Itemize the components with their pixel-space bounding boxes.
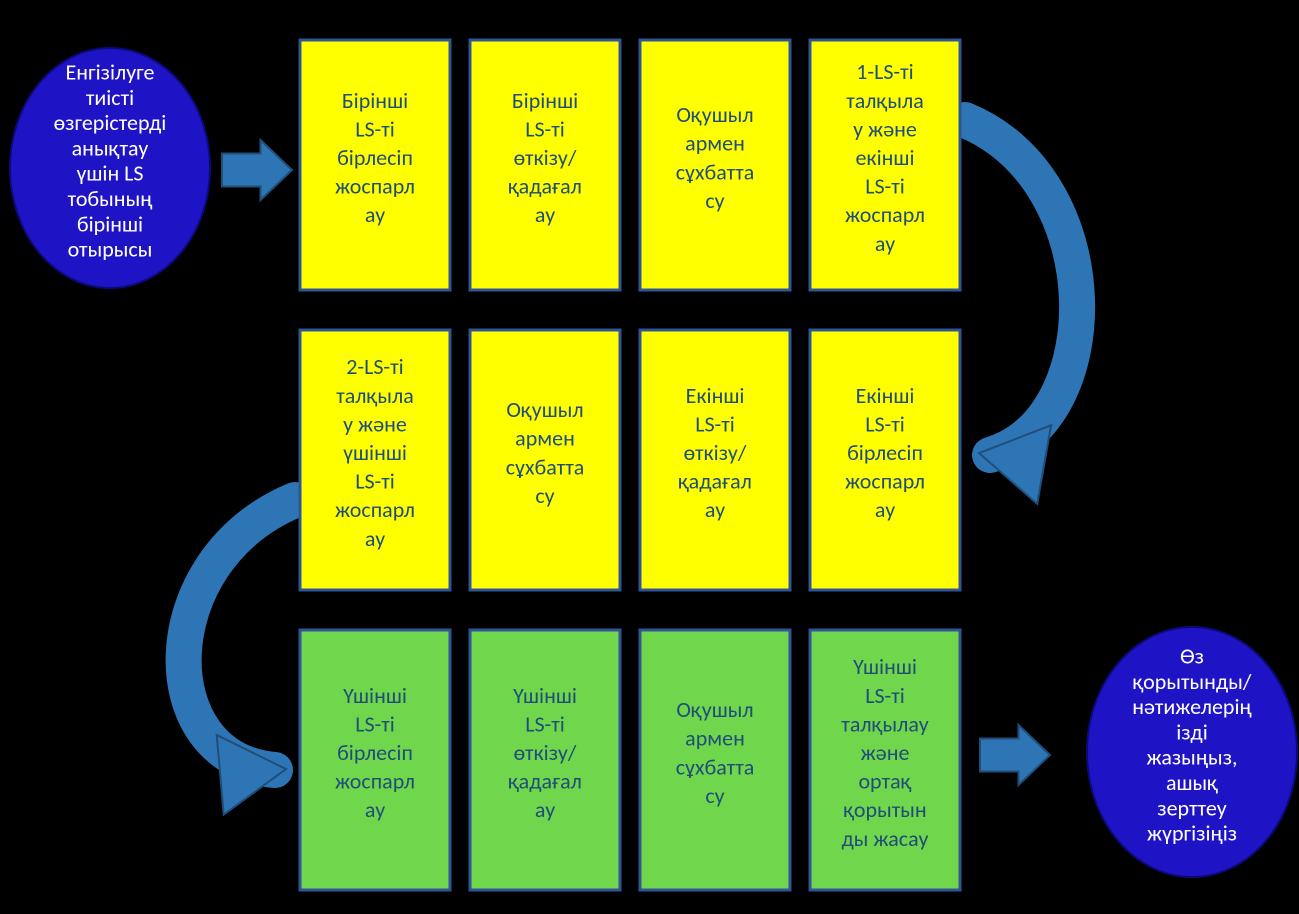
row2-box1: 2-LS-тіталқылау жәнеүшіншіLS-тіжоспарлау xyxy=(300,330,450,590)
row1-box3: Оқушыларменсұхбаттасу xyxy=(640,40,790,290)
row3-box1: ҮшіншіLS-тібірлесіпжоспарлау xyxy=(300,630,450,890)
row2-box4: ЕкіншіLS-тібірлесіпжоспарлау xyxy=(810,330,960,590)
row2-box3: ЕкіншіLS-тіөткізу/қадағалау xyxy=(640,330,790,590)
end-ellipse: Өзқорытынды/нәтижелеріңіздіжазыңыз,ашықз… xyxy=(1087,627,1297,877)
row1-box4-label: 1-LS-тіталқылау жәнеекіншіLS-тіжоспарлау xyxy=(845,58,925,257)
row2-box2: Оқушыларменсұхбаттасу xyxy=(470,330,620,590)
row1-box4: 1-LS-тіталқылау жәнеекіншіLS-тіжоспарлау xyxy=(810,40,960,290)
row3-box4: ҮшіншіLS-тіталқылаужәнеортаққорытынды жа… xyxy=(810,630,960,890)
row1-box1: БіріншіLS-тібірлесіпжоспарлау xyxy=(300,40,450,290)
start-ellipse: Енгізілугетиістіөзгерістердіанықтауүшін … xyxy=(10,48,210,288)
row2-box1-label: 2-LS-тіталқылау жәнеүшіншіLS-тіжоспарлау xyxy=(335,353,415,552)
row3-box2: ҮшіншіLS-тіөткізу/қадағалау xyxy=(470,630,620,890)
row3-box3: Оқушыларменсұхбаттасу xyxy=(640,630,790,890)
row1-box2: БіріншіLS-тіөткізу/қадағалау xyxy=(470,40,620,290)
